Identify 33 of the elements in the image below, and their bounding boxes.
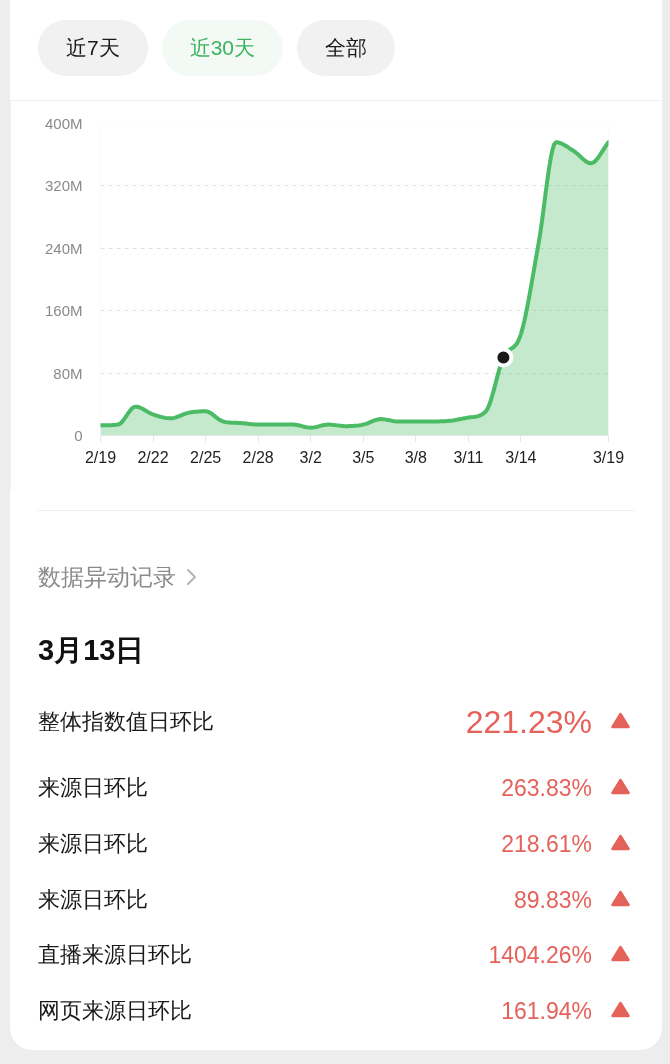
x-tick-label: 3/19 xyxy=(592,448,625,466)
text: 218.61% xyxy=(501,829,592,859)
x-tick-label: 3/5 xyxy=(352,448,375,466)
text: 161.94% xyxy=(501,997,592,1027)
text: 1404.26% xyxy=(488,941,592,971)
x-tick-label: 2/22 xyxy=(137,448,169,466)
text: 来源日环比 xyxy=(38,829,148,858)
text: 3月13日 xyxy=(38,633,145,668)
text: 整体指数值日环比 xyxy=(38,708,214,736)
text: 89.83% xyxy=(513,885,592,915)
text: 全部 xyxy=(297,20,396,76)
text: 数据异动记录 xyxy=(38,562,176,592)
x-tick-label: 2/19 xyxy=(84,448,117,466)
y-tick-label: 320M xyxy=(44,177,83,195)
x-tick-label: 3/14 xyxy=(505,448,537,466)
text: 网页来源日环比 xyxy=(38,997,192,1026)
y-tick-label: 80M xyxy=(53,364,83,382)
text: 近30天 xyxy=(161,20,284,76)
x-tick-label: 2/25 xyxy=(190,448,222,466)
x-tick-label: 2/28 xyxy=(242,448,274,466)
text: 221.23% xyxy=(465,703,592,742)
text: 近7天 xyxy=(38,20,148,76)
x-tick-label: 3/11 xyxy=(453,448,484,466)
y-tick-label: 0 xyxy=(74,427,83,444)
y-tick-label: 240M xyxy=(44,239,83,257)
text: 来源日环比 xyxy=(38,885,148,914)
text: 263.83% xyxy=(501,774,592,803)
text: 来源日环比 xyxy=(38,774,148,802)
y-tick-label: 400M xyxy=(44,115,83,132)
y-tick-label: 160M xyxy=(44,302,83,320)
x-tick-label: 3/8 xyxy=(404,448,428,466)
text: 直播来源日环比 xyxy=(38,941,192,970)
x-tick-label: 3/2 xyxy=(299,448,322,466)
